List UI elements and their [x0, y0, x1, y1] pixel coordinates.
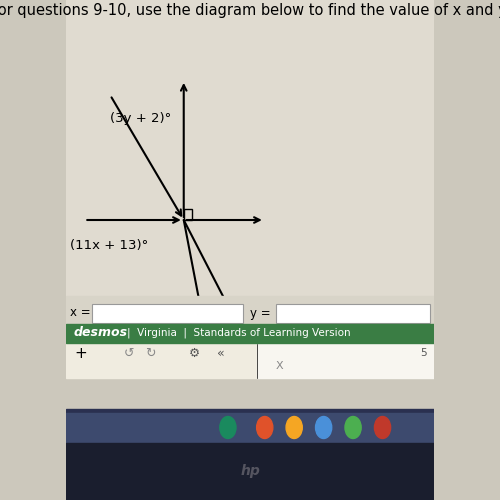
Bar [258, 344, 434, 378]
Text: 5: 5 [420, 348, 426, 358]
Bar [66, 408, 434, 412]
Circle shape [220, 416, 236, 438]
Text: ⚙: ⚙ [189, 346, 200, 360]
Bar [66, 412, 434, 442]
Text: hp: hp [240, 464, 260, 478]
Text: «: « [216, 346, 224, 360]
Circle shape [374, 416, 390, 438]
Text: (5x − 9)°: (5x − 9)° [246, 298, 308, 312]
Bar [92, 304, 242, 322]
Circle shape [316, 416, 332, 438]
Text: ↻: ↻ [146, 346, 156, 360]
Text: (11x + 13)°: (11x + 13)° [70, 238, 148, 252]
Bar [66, 442, 434, 500]
Circle shape [256, 416, 273, 438]
Bar [66, 324, 434, 342]
Bar [66, 344, 258, 378]
Text: For questions 9-10, use the diagram below to find the value of x and y.: For questions 9-10, use the diagram belo… [0, 2, 500, 18]
Text: (3y + 2)°: (3y + 2)° [110, 112, 172, 125]
Bar [66, 296, 434, 325]
Text: desmos: desmos [74, 326, 128, 340]
Circle shape [286, 416, 302, 438]
Text: +: + [74, 346, 87, 360]
Bar [66, 0, 434, 325]
Text: ↺: ↺ [124, 346, 134, 360]
Circle shape [345, 416, 361, 438]
Bar [184, 209, 192, 220]
Text: y =: y = [250, 306, 270, 320]
Text: X: X [276, 360, 283, 370]
Text: x =: x = [70, 306, 90, 320]
Text: |  Virginia  |  Standards of Learning Version: | Virginia | Standards of Learning Versi… [126, 328, 350, 338]
Bar [276, 304, 430, 322]
